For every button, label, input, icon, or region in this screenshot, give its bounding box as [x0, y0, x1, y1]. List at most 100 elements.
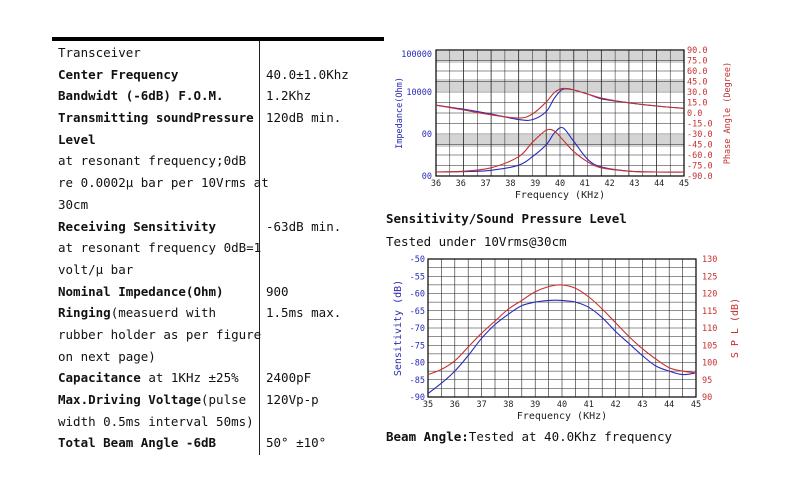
spec-value-line: [266, 324, 388, 346]
y2-tick-label: -75.0: [687, 162, 713, 172]
spec-label-line: Level: [58, 131, 96, 147]
x-tick-label: 37: [480, 179, 490, 189]
spec-value-line: [266, 129, 388, 151]
spec-label-rest: (pulse: [201, 392, 247, 407]
spec-value-line: 120Vp-p: [266, 392, 319, 407]
y-tick-label: -65: [410, 307, 425, 317]
spec-label-line: Center Frequency: [58, 66, 179, 82]
spec-value-line: [266, 411, 388, 433]
x-tick-label: 41: [580, 179, 590, 189]
y-tick-label: 10000: [406, 88, 432, 98]
x-tick-label: 35: [423, 400, 433, 410]
spec-label-line: Max.Driving Voltage(pulse: [58, 389, 260, 411]
spec-value-line: 1.5ms max.: [266, 305, 342, 321]
y-tick-label: -70: [410, 324, 425, 334]
y2-tick-label: 125: [702, 272, 717, 282]
spec-value: [260, 150, 388, 215]
spec-label: Center Frequency: [58, 64, 260, 86]
spec-label: Nominal Impedance(Ohm): [58, 281, 260, 303]
x-tick-label: 38: [505, 179, 515, 189]
spec-value-line: 40.0±1.0Khz: [266, 66, 349, 82]
spec-value: 900: [260, 281, 388, 303]
spec-row: at resonant frequency 0dB=1 volt/μ bar: [58, 237, 388, 280]
spec-value: -63dB min.: [260, 216, 388, 238]
y-tick-label: -85: [410, 376, 425, 386]
spec-value-line: [266, 194, 388, 216]
y2-tick-label: 130: [702, 255, 717, 265]
x-tick-label: 44: [664, 400, 674, 410]
y-tick-label: -80: [410, 359, 425, 369]
spec-label-line: Total Beam Angle -6dB: [58, 435, 217, 451]
spec-label: Ringing(measuerd with rubber holder as pe…: [58, 302, 261, 367]
y-tick-label: -60: [410, 290, 425, 300]
spec-label: Capacitance at 1KHz ±25%: [58, 367, 260, 389]
series-line: [427, 284, 697, 376]
y-tick-label: 00: [422, 172, 432, 182]
plot-frame: [435, 49, 685, 177]
spec-label-rest: (measuerd with: [110, 305, 217, 321]
plot-frame: [427, 258, 697, 398]
spec-value-line: [266, 237, 388, 259]
spec-label-line: Transmitting soundPressure: [58, 110, 254, 126]
y-tick-label: 00: [422, 130, 432, 140]
spec-row: Transceiver: [58, 42, 388, 64]
spec-row: Center Frequency 40.0±1.0Khz: [58, 64, 388, 86]
y2-tick-label: -90.0: [687, 172, 713, 182]
spec-value: [260, 42, 388, 64]
y2-tick-label: -15.0: [687, 120, 713, 130]
y-tick-label: 100000: [401, 50, 432, 60]
spec-label: at resonant frequency;0dB re 0.0002μ bar …: [58, 150, 269, 215]
spec-value-line: [266, 259, 388, 281]
spec-label: Transceiver: [58, 42, 260, 64]
spec-label-rest: at 1KHz ±25%: [140, 370, 239, 386]
spec-label: Max.Driving Voltage(pulse width 0.5ms int…: [58, 389, 260, 432]
spec-row: Max.Driving Voltage(pulse width 0.5ms int…: [58, 389, 388, 432]
spec-value: [260, 237, 388, 280]
x-tick-label: 39: [530, 179, 540, 189]
spec-label-line: width 0.5ms interval 50ms): [58, 413, 254, 429]
x-axis-label: Frequency (KHz): [515, 190, 605, 201]
spec-value-line: 900: [266, 283, 289, 299]
x-tick-label: 42: [604, 179, 614, 189]
x-tick-label: 43: [637, 400, 647, 410]
y2-tick-label: 115: [702, 307, 717, 317]
x-tick-label: 42: [610, 400, 620, 410]
series-line: [427, 299, 697, 394]
series-line: [435, 87, 685, 119]
spec-table: Transceiver Center Frequency 40.0±1.0Khz Ba…: [58, 42, 388, 454]
spec-row: Nominal Impedance(Ohm) 900: [58, 281, 388, 303]
y2-tick-label: 110: [702, 324, 717, 334]
sensitivity-spl-chart: -50 -55 -60 -65 -70 -75 -80 -85 -90 130 125 120 115 1…: [393, 255, 741, 422]
series-line: [435, 128, 685, 173]
x-tick-label: 45: [679, 179, 689, 189]
y2-tick-label: 90.0: [687, 46, 707, 56]
y2-tick-label: -60.0: [687, 151, 713, 161]
y2-tick-label: 0.0: [687, 109, 702, 119]
spec-label: Bandwidt (-6dB) F.O.M.: [58, 85, 260, 107]
x-tick-label: 45: [691, 400, 701, 410]
spec-row: Ringing(measuerd with rubber holder as pe…: [58, 302, 388, 367]
spec-label-line: Nominal Impedance(Ohm): [58, 283, 224, 299]
spec-value: 2400pF: [260, 367, 388, 389]
spec-label: Transmitting soundPressure Level: [58, 107, 260, 150]
spec-label-line: on next page): [58, 348, 156, 364]
spec-label-line: re 0.0002μ bar per 10Vrms at: [58, 175, 269, 191]
sensitivity-title: Sensitivity/Sound Pressure Level: [386, 211, 627, 226]
y2-axis-label: S P L (dB): [730, 298, 741, 358]
y-axis-label: Impedance(Ohm): [395, 77, 405, 149]
spec-row: Total Beam Angle -6dB 50° ±10°: [58, 432, 388, 454]
spec-value-line: -63dB min.: [266, 218, 342, 234]
spec-label-line: Receiving Sensitivity: [58, 218, 217, 234]
x-tick-label: 36: [456, 179, 466, 189]
y-axis-label: Sensitivity (dB): [393, 280, 404, 376]
x-tick-label: 38: [503, 400, 513, 410]
y-tick-label: -90: [410, 393, 425, 403]
spec-value-line: 120dB min.: [266, 110, 342, 126]
spec-value-line: [266, 172, 388, 194]
y2-tick-label: 120: [702, 290, 717, 300]
beam-angle-text: Tested at 40.0Khz frequency: [468, 429, 672, 444]
y2-tick-label: 45.0: [687, 78, 707, 88]
x-tick-label: 40: [555, 179, 565, 189]
x-tick-label: 40: [557, 400, 567, 410]
spec-label-line: at resonant frequency;0dB: [58, 153, 247, 169]
